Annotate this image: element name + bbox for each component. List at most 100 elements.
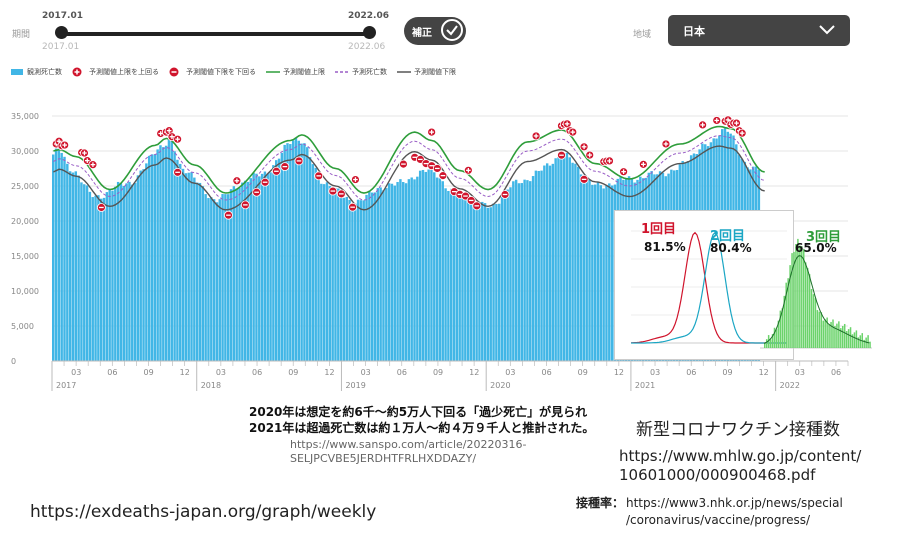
observed-deaths-bar [258,176,261,361]
observed-deaths-bar [198,182,202,361]
observed-deaths-bar [466,202,470,361]
period-start-handle[interactable] [55,26,68,39]
dose3-bar [814,298,817,348]
chart-legend: 観測死亡数 予測閾値上限を上回る 予測閾値下限を下回る 予測閾値上限 予測死亡数 予測閾値… [10,67,456,77]
legend-item[interactable]: 観測死亡数 [10,67,62,77]
observed-deaths-bar [334,187,337,361]
observed-deaths-bar [447,191,450,361]
month-label: 06 [686,368,696,377]
observed-deaths-bar [514,179,518,361]
observed-deaths-bar [133,182,137,361]
observed-deaths-bar [450,188,453,361]
legend-label: 予測閾値上限 [283,68,325,76]
observed-deaths-bar [94,195,97,361]
observed-deaths-bar [458,193,461,361]
observed-deaths-bar [534,170,538,361]
dose3-bar [779,310,782,348]
end-date-label: 2022.06 [348,11,389,21]
observed-deaths-bar [585,177,588,361]
observed-deaths-bar [348,199,351,361]
observed-deaths-bar [568,157,571,361]
observed-deaths-bar [610,185,614,361]
dose3-bar [812,294,815,348]
observed-deaths-bar [540,170,543,361]
sanspo-url-line-1[interactable]: https://www.sanspo.com/article/20220316- [290,438,527,451]
observed-deaths-bar [430,167,433,361]
observed-deaths-bar [142,169,145,361]
dose3-bar [824,319,826,348]
observed-deaths-bar [108,189,111,361]
observed-deaths-bar [235,188,238,361]
nhk-url-line-1[interactable]: https://www3.nhk.or.jp/news/special [626,496,843,510]
vaccine-booster-inset-chart [760,238,872,349]
dose3-bar [859,335,862,348]
vaccine-inset-chart [614,210,794,360]
observed-deaths-bar [60,152,63,361]
observed-deaths-bar [565,152,569,361]
dose3-bar [787,278,789,348]
legend-item[interactable]: 予測閾値上限 [266,67,325,77]
observed-deaths-bar [387,183,391,361]
source-url[interactable]: https://exdeaths-japan.org/graph/weekly [30,502,377,522]
dose3-bar [834,326,836,348]
observed-deaths-bar [88,191,92,361]
mhlw-url-line-1[interactable]: https://www.mhlw.go.jp/content/ [619,447,862,465]
legend-item[interactable]: 予測閾値下限を下回る [169,67,256,77]
month-label: 12 [180,368,190,377]
observed-deaths-bar [325,182,329,361]
month-label: 03 [505,368,515,377]
observed-deaths-bar [274,160,278,361]
observed-deaths-bar [54,148,58,361]
observed-deaths-bar [481,201,484,361]
observed-deaths-bar [119,183,123,361]
dose3-bar [865,337,867,348]
observed-deaths-bar [232,186,236,361]
dose3-bar [820,312,823,348]
observed-deaths-bar [602,188,605,361]
dose3-bar [845,331,848,348]
legend-item[interactable]: 予測死亡数 [335,67,387,77]
observed-deaths-bar [421,169,425,361]
observed-deaths-bar [373,192,377,361]
dose3-bar [847,329,850,348]
month-label: 03 [216,368,226,377]
dose3-bar [801,246,803,348]
legend-item[interactable]: 予測閾値上限を上回る [72,67,159,77]
observed-deaths-bar [277,158,281,361]
observed-deaths-bar [407,179,411,361]
region-select[interactable] [668,15,850,46]
observed-deaths-bar [99,198,103,361]
observed-deaths-bar [376,188,380,361]
observed-deaths-bar [260,173,264,361]
legend-item[interactable]: 予測閾値下限 [397,67,456,77]
observed-deaths-bar [543,165,546,361]
dose3-bar [853,332,856,348]
sanspo-url-line-2[interactable]: SELJPCVBE5JERDHTFRLHXDDAZY/ [290,452,477,465]
dose2-rate: 80.4% [710,241,752,255]
dose3-bar [769,339,772,348]
period-end-handle[interactable] [363,26,376,39]
observed-deaths-bar [116,181,120,361]
observed-deaths-bar [201,186,205,361]
observed-deaths-bar [577,166,580,361]
observed-deaths-bar [339,194,343,361]
observed-deaths-bar [331,189,334,361]
observed-deaths-bar [500,197,504,361]
observed-deaths-bar [557,157,560,361]
check-icon [441,19,463,41]
dose3-bar [806,268,809,348]
observed-deaths-bar [560,158,563,361]
y-tick-label: 30,000 [11,147,39,156]
observed-deaths-bar [190,172,193,361]
observed-deaths-bar [418,170,422,361]
year-label: 2018 [201,381,221,390]
nhk-url-line-2[interactable]: /coronavirus/vaccine/progress/ [626,513,811,527]
observed-deaths-bar [461,192,464,361]
observed-deaths-bar [314,167,317,361]
period-slider-track[interactable] [60,32,370,36]
observed-deaths-bar [136,175,140,361]
observed-deaths-bar [574,163,577,361]
observed-deaths-bar [246,181,250,361]
observed-deaths-bar [356,199,360,361]
mhlw-url-line-2[interactable]: 10601000/000900468.pdf [619,466,816,484]
